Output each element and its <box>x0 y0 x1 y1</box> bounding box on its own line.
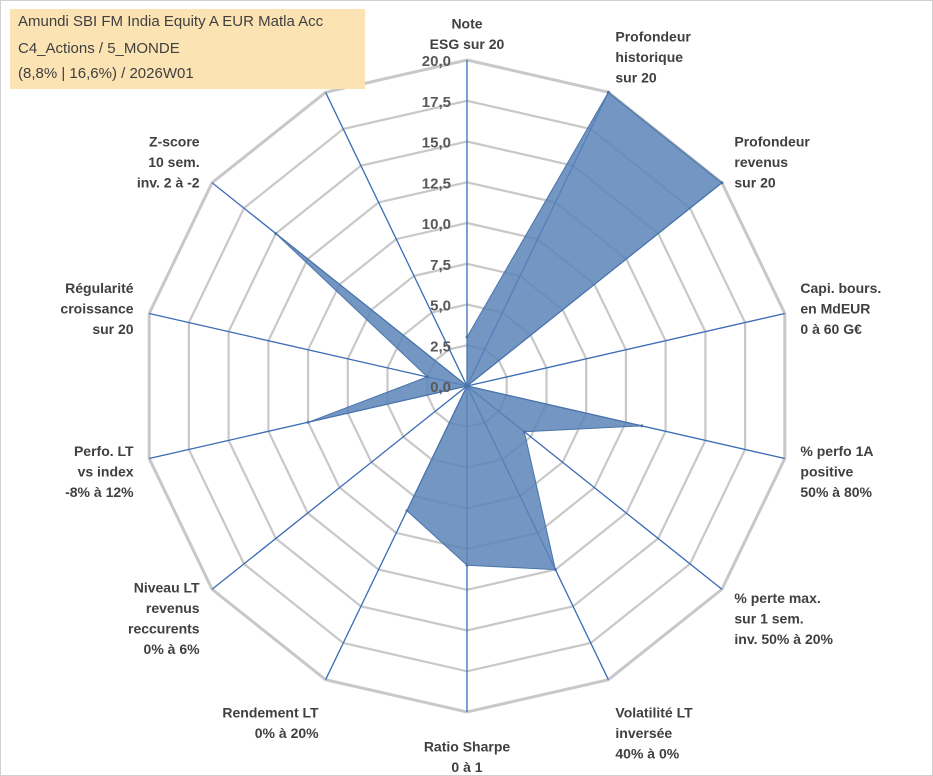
tick-label: 15,0 <box>422 135 451 152</box>
axis-label-6: inversée <box>615 725 672 741</box>
axis-label-11: croissance <box>60 301 133 317</box>
tick-label: 10,0 <box>422 216 451 233</box>
axis-label-3: 0 à 60 G€ <box>800 321 862 337</box>
tick-label: 17,5 <box>422 94 451 111</box>
tick-label: 2,5 <box>430 338 451 355</box>
axis-label-8: 0% à 20% <box>255 725 319 741</box>
axis-label-0: Note <box>451 15 482 31</box>
tick-label: 0,0 <box>430 379 451 396</box>
tick-label: 7,5 <box>430 257 451 274</box>
data-point-10 <box>306 420 310 424</box>
axis-label-5: inv. 50% à 20% <box>734 631 833 647</box>
series-area <box>275 91 723 571</box>
axis-label-1: sur 20 <box>615 70 656 86</box>
axis-label-3: Capi. bours. <box>800 280 881 296</box>
data-point-12 <box>274 232 278 236</box>
tick-label: 12,5 <box>422 175 451 192</box>
tick-label: 20,0 <box>422 53 451 70</box>
axis-label-12: 10 sem. <box>148 154 199 170</box>
axis-label-12: inv. 2 à -2 <box>137 174 200 190</box>
data-point-4 <box>640 424 644 428</box>
axis-label-4: % perfo 1A <box>800 443 873 459</box>
data-point-0 <box>465 335 469 339</box>
axis-label-5: sur 1 sem. <box>734 610 803 626</box>
axis-label-6: Volatilité LT <box>615 705 693 721</box>
data-point-11 <box>425 375 429 379</box>
data-point-1 <box>606 90 610 94</box>
axis-label-10: vs index <box>78 464 134 480</box>
title-line-fund: Amundi SBI FM India Equity A EUR Matla A… <box>18 13 324 30</box>
axis-label-1: Profondeur <box>615 29 691 45</box>
axis-label-7: Ratio Sharpe <box>424 738 511 754</box>
axis-label-4: 50% à 80% <box>800 484 872 500</box>
axis-label-12: Z-score <box>149 133 200 149</box>
axis-label-9: Niveau LT <box>134 580 200 596</box>
axis-label-4: positive <box>800 464 853 480</box>
radar-series <box>274 90 724 572</box>
data-point-2 <box>720 181 724 185</box>
title-line-category: C4_Actions / 5_MONDE <box>18 40 180 57</box>
radial-tick-labels: 0,0 2,5 5,0 7,5 10,0 12,5 15,0 17,5 20,0 <box>422 53 451 396</box>
axis-label-7: 0 à 1 <box>451 759 482 775</box>
axis-label-1: historique <box>615 49 683 65</box>
axis-label-3: en MdEUR <box>800 301 870 317</box>
axis-label-10: Perfo. LT <box>74 443 134 459</box>
tick-label: 5,0 <box>430 298 451 315</box>
axis-label-0: ESG sur 20 <box>430 36 505 52</box>
data-point-7 <box>465 563 469 567</box>
data-point-8 <box>405 509 409 513</box>
axis-label-9: revenus <box>146 600 200 616</box>
axis-label-11: Régularité <box>65 280 134 296</box>
data-point-13 <box>465 384 469 388</box>
data-point-5 <box>522 430 526 434</box>
axis-label-2: sur 20 <box>734 174 775 190</box>
axis-label-2: Profondeur <box>734 133 810 149</box>
axis-label-5: % perte max. <box>734 590 820 606</box>
chart-title-box: Amundi SBI FM India Equity A EUR Matla A… <box>10 9 365 89</box>
spoke-13 <box>325 92 468 387</box>
axis-label-11: sur 20 <box>92 321 133 337</box>
axis-label-8: Rendement LT <box>222 705 319 721</box>
axis-label-6: 40% à 0% <box>615 746 679 762</box>
axis-label-2: revenus <box>734 154 788 170</box>
data-point-6 <box>553 568 557 572</box>
axis-label-10: -8% à 12% <box>65 484 134 500</box>
spoke-3 <box>466 312 785 387</box>
axis-label-9: 0% à 6% <box>144 641 201 657</box>
spoke-9 <box>211 385 468 590</box>
spoke-11 <box>149 312 468 387</box>
axis-label-9: reccurents <box>128 621 200 637</box>
title-line-stats: (8,8% | 16,6%) / 2026W01 <box>18 65 194 82</box>
